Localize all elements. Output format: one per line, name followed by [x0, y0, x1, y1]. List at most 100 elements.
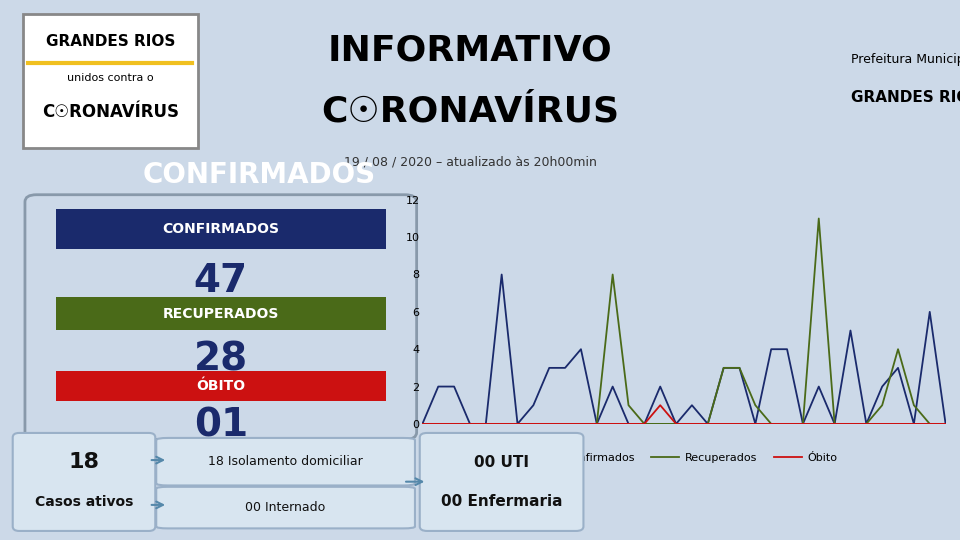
Óbito [465, 421, 476, 427]
Óbito [733, 421, 745, 427]
Óbito [638, 421, 650, 427]
Confirmados [924, 309, 935, 315]
Óbito [670, 421, 682, 427]
Óbito [496, 421, 508, 427]
Óbito [623, 421, 635, 427]
Text: GRANDES RIOS: GRANDES RIOS [851, 90, 960, 105]
Recuperados [638, 421, 650, 427]
Recuperados [940, 421, 951, 427]
Óbito [813, 421, 825, 427]
Bar [56, 297, 386, 330]
FancyBboxPatch shape [156, 438, 415, 485]
Text: INFORMATIVO: INFORMATIVO [328, 33, 612, 67]
Confirmados [892, 364, 903, 371]
Óbito [512, 421, 523, 427]
Recuperados [575, 421, 587, 427]
Text: Casos ativos: Casos ativos [35, 495, 133, 509]
Recuperados [876, 402, 888, 408]
Recuperados [607, 271, 618, 278]
Recuperados [750, 402, 761, 408]
Óbito [892, 421, 903, 427]
Confirmados [512, 421, 523, 427]
Recuperados [670, 421, 682, 427]
Legend: Confirmados, Recuperados, Óbito: Confirmados, Recuperados, Óbito [526, 449, 842, 468]
Confirmados [908, 421, 920, 427]
Recuperados [845, 421, 856, 427]
Óbito [480, 421, 492, 427]
Óbito [781, 421, 793, 427]
FancyBboxPatch shape [12, 433, 156, 531]
Confirmados [813, 383, 825, 390]
Text: 00 Internado: 00 Internado [246, 501, 325, 514]
Óbito [797, 421, 808, 427]
Confirmados [528, 402, 540, 408]
Text: 00 Enfermaria: 00 Enfermaria [441, 494, 563, 509]
Recuperados [908, 402, 920, 408]
Text: RECUPERADOS: RECUPERADOS [162, 307, 279, 321]
Óbito [718, 421, 730, 427]
Text: unidos contra o: unidos contra o [67, 73, 154, 83]
Óbito [433, 421, 444, 427]
Óbito [417, 421, 428, 427]
Confirmados [733, 364, 745, 371]
Text: 28: 28 [194, 341, 248, 379]
Text: CONFIRMADOS: CONFIRMADOS [162, 222, 279, 236]
Recuperados [797, 421, 808, 427]
Confirmados [433, 383, 444, 390]
Text: 01: 01 [194, 406, 248, 444]
Text: GRANDES RIOS: GRANDES RIOS [46, 34, 175, 49]
Confirmados [448, 383, 460, 390]
Text: CONFIRMADOS: CONFIRMADOS [143, 161, 375, 189]
Óbito [876, 421, 888, 427]
Confirmados [638, 421, 650, 427]
Óbito [828, 421, 840, 427]
Confirmados [860, 421, 872, 427]
FancyBboxPatch shape [25, 195, 417, 440]
Recuperados [686, 421, 698, 427]
Confirmados [591, 421, 603, 427]
Recuperados [496, 421, 508, 427]
Recuperados [528, 421, 540, 427]
Text: 19 / 08 / 2020 – atualizado às 20h00min: 19 / 08 / 2020 – atualizado às 20h00min [344, 156, 597, 169]
Confirmados [765, 346, 777, 353]
Recuperados [543, 421, 555, 427]
Confirmados [702, 421, 713, 427]
Óbito [908, 421, 920, 427]
Óbito [575, 421, 587, 427]
Confirmados [845, 327, 856, 334]
Óbito [528, 421, 540, 427]
Recuperados [813, 215, 825, 222]
Óbito [860, 421, 872, 427]
Óbito [543, 421, 555, 427]
Recuperados [718, 364, 730, 371]
Recuperados [480, 421, 492, 427]
Recuperados [448, 421, 460, 427]
Text: ÓBITO: ÓBITO [196, 379, 246, 393]
Confirmados [781, 346, 793, 353]
Confirmados [876, 383, 888, 390]
Confirmados [543, 364, 555, 371]
Confirmados [417, 421, 428, 427]
Line: Óbito: Óbito [422, 405, 946, 424]
Recuperados [828, 421, 840, 427]
Óbito [702, 421, 713, 427]
Confirmados [797, 421, 808, 427]
Recuperados [433, 421, 444, 427]
Óbito [765, 421, 777, 427]
FancyBboxPatch shape [420, 433, 584, 531]
Recuperados [765, 421, 777, 427]
FancyBboxPatch shape [23, 14, 198, 148]
Confirmados [655, 383, 666, 390]
Confirmados [718, 364, 730, 371]
Confirmados [575, 346, 587, 353]
Recuperados [860, 421, 872, 427]
FancyBboxPatch shape [156, 487, 415, 528]
Recuperados [924, 421, 935, 427]
Confirmados [496, 271, 508, 278]
Text: 47: 47 [194, 262, 248, 300]
Recuperados [623, 402, 635, 408]
Recuperados [733, 364, 745, 371]
Confirmados [560, 364, 571, 371]
Confirmados [670, 421, 682, 427]
Confirmados [465, 421, 476, 427]
